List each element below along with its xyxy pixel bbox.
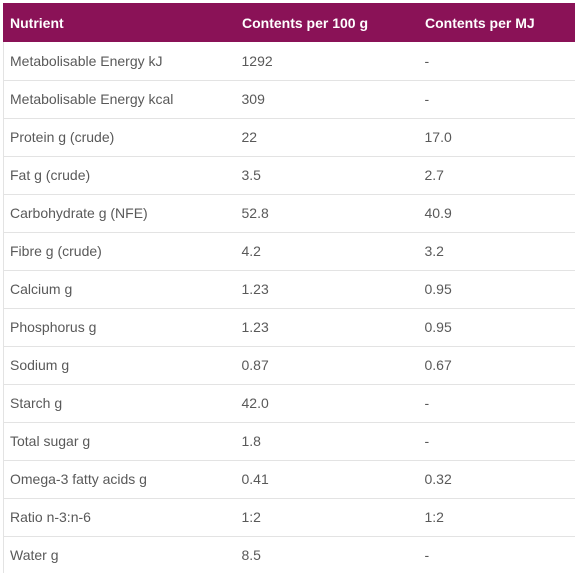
per-100g-value-cell: 0.87 — [236, 346, 419, 384]
table-row: Protein g (crude) 22 17.0 — [4, 118, 575, 156]
table-row: Starch g 42.0 - — [4, 384, 575, 422]
per-mj-value-cell: 0.32 — [419, 460, 575, 498]
nutrient-name-cell: Total sugar g — [4, 422, 236, 460]
column-header-nutrient: Nutrient — [4, 3, 236, 42]
table-row: Fibre g (crude) 4.2 3.2 — [4, 232, 575, 270]
table-row: Metabolisable Energy kcal 309 - — [4, 80, 575, 118]
table-row: Calcium g 1.23 0.95 — [4, 270, 575, 308]
table-row: Sodium g 0.87 0.67 — [4, 346, 575, 384]
per-100g-value-cell: 309 — [236, 80, 419, 118]
per-mj-value-cell: 17.0 — [419, 118, 575, 156]
nutrient-name-cell: Metabolisable Energy kJ — [4, 42, 236, 80]
nutrient-name-cell: Metabolisable Energy kcal — [4, 80, 236, 118]
per-mj-value-cell: 0.67 — [419, 346, 575, 384]
per-mj-value-cell: 0.95 — [419, 308, 575, 346]
per-100g-value-cell: 1:2 — [236, 498, 419, 536]
per-mj-value-cell: 1:2 — [419, 498, 575, 536]
per-100g-value-cell: 1292 — [236, 42, 419, 80]
per-mj-value-cell: 3.2 — [419, 232, 575, 270]
per-mj-value-cell: 40.9 — [419, 194, 575, 232]
per-100g-value-cell: 8.5 — [236, 536, 419, 573]
nutrient-name-cell: Phosphorus g — [4, 308, 236, 346]
table-row: Total sugar g 1.8 - — [4, 422, 575, 460]
table-row: Omega-3 fatty acids g 0.41 0.32 — [4, 460, 575, 498]
per-100g-value-cell: 3.5 — [236, 156, 419, 194]
nutrient-name-cell: Protein g (crude) — [4, 118, 236, 156]
per-mj-value-cell: - — [419, 42, 575, 80]
nutrient-name-cell: Carbohydrate g (NFE) — [4, 194, 236, 232]
per-mj-value-cell: 0.95 — [419, 270, 575, 308]
column-header-per-mj: Contents per MJ — [419, 3, 575, 42]
nutrient-name-cell: Fibre g (crude) — [4, 232, 236, 270]
table-header: Nutrient Contents per 100 g Contents per… — [4, 3, 575, 42]
per-100g-value-cell: 4.2 — [236, 232, 419, 270]
per-100g-value-cell: 1.23 — [236, 308, 419, 346]
nutrient-name-cell: Ratio n-3:n-6 — [4, 498, 236, 536]
nutrient-name-cell: Starch g — [4, 384, 236, 422]
per-mj-value-cell: - — [419, 80, 575, 118]
per-100g-value-cell: 42.0 — [236, 384, 419, 422]
per-100g-value-cell: 0.41 — [236, 460, 419, 498]
per-100g-value-cell: 22 — [236, 118, 419, 156]
table-row: Fat g (crude) 3.5 2.7 — [4, 156, 575, 194]
table-body: Metabolisable Energy kJ 1292 - Metabolis… — [4, 42, 575, 573]
nutrient-name-cell: Sodium g — [4, 346, 236, 384]
table-row: Carbohydrate g (NFE) 52.8 40.9 — [4, 194, 575, 232]
per-100g-value-cell: 1.8 — [236, 422, 419, 460]
per-mj-value-cell: - — [419, 422, 575, 460]
nutrient-name-cell: Water g — [4, 536, 236, 573]
nutrient-name-cell: Omega-3 fatty acids g — [4, 460, 236, 498]
per-mj-value-cell: 2.7 — [419, 156, 575, 194]
per-100g-value-cell: 52.8 — [236, 194, 419, 232]
nutrient-name-cell: Fat g (crude) — [4, 156, 236, 194]
nutrition-table: Nutrient Contents per 100 g Contents per… — [3, 3, 575, 573]
nutrient-name-cell: Calcium g — [4, 270, 236, 308]
per-mj-value-cell: - — [419, 536, 575, 573]
table-row: Water g 8.5 - — [4, 536, 575, 573]
per-mj-value-cell: - — [419, 384, 575, 422]
column-header-per-100g: Contents per 100 g — [236, 3, 419, 42]
per-100g-value-cell: 1.23 — [236, 270, 419, 308]
table-row: Phosphorus g 1.23 0.95 — [4, 308, 575, 346]
table-row: Metabolisable Energy kJ 1292 - — [4, 42, 575, 80]
table-row: Ratio n-3:n-6 1:2 1:2 — [4, 498, 575, 536]
table-header-row: Nutrient Contents per 100 g Contents per… — [4, 3, 575, 42]
